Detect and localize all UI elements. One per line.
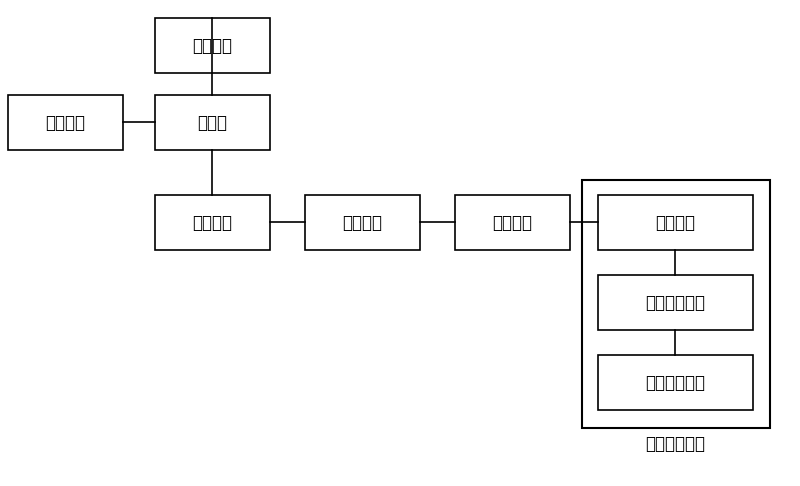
Text: 激光器: 激光器 <box>198 114 227 132</box>
Text: 温控模块: 温控模块 <box>193 36 233 54</box>
Text: 控制模块: 控制模块 <box>46 114 86 132</box>
Text: 分光单元: 分光单元 <box>655 213 695 231</box>
Text: 信号处理模块: 信号处理模块 <box>645 435 705 453</box>
Bar <box>598 275 753 330</box>
Text: 传感探头: 传感探头 <box>193 213 233 231</box>
Bar <box>8 95 123 150</box>
Bar <box>155 18 270 73</box>
Text: 信号接收单元: 信号接收单元 <box>646 294 706 312</box>
Text: 聚光模块: 聚光模块 <box>342 213 382 231</box>
Text: 信号处理单元: 信号处理单元 <box>646 374 706 392</box>
Bar <box>155 195 270 250</box>
Bar <box>598 195 753 250</box>
Bar <box>455 195 570 250</box>
Bar <box>155 95 270 150</box>
Text: 传导光纤: 传导光纤 <box>493 213 533 231</box>
Bar <box>598 355 753 410</box>
Bar <box>305 195 420 250</box>
Bar <box>582 180 770 428</box>
